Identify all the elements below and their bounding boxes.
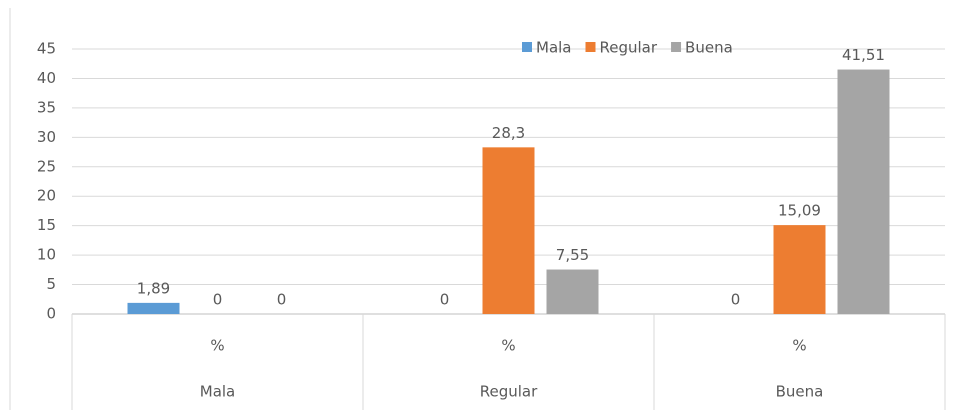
x-tick-label: Regular — [480, 383, 538, 401]
bar — [482, 147, 535, 314]
data-label: 1,89 — [137, 279, 170, 297]
data-label: 0 — [213, 291, 223, 309]
data-label: 0 — [277, 291, 287, 309]
legend-swatch — [585, 42, 596, 52]
legend-label: Buena — [685, 39, 733, 57]
data-label: 15,09 — [778, 202, 821, 220]
y-tick-label: 20 — [37, 187, 56, 205]
x-subcategory-label: % — [501, 337, 515, 355]
x-subcategory-label: % — [792, 337, 806, 355]
y-tick-label: 35 — [37, 98, 56, 116]
legend-label: Mala — [536, 39, 572, 57]
x-subcategory-label: % — [210, 337, 224, 355]
x-tick-label: Mala — [200, 383, 236, 401]
y-tick-label: 10 — [37, 246, 56, 264]
legend-label: Regular — [600, 39, 658, 57]
y-tick-label: 25 — [37, 157, 56, 175]
y-tick-label: 30 — [37, 128, 56, 146]
y-tick-label: 0 — [46, 305, 56, 323]
data-label: 0 — [440, 291, 450, 309]
legend-swatch — [671, 42, 682, 52]
bar — [837, 69, 890, 315]
data-label: 41,51 — [842, 46, 885, 64]
legend-swatch — [522, 42, 532, 52]
y-tick-label: 15 — [37, 216, 56, 234]
data-label: 7,55 — [556, 246, 589, 264]
y-tick-label: 45 — [37, 40, 56, 58]
y-tick-label: 5 — [46, 275, 56, 293]
data-label: 0 — [731, 291, 741, 309]
bar — [127, 302, 180, 314]
bar — [546, 269, 599, 314]
bar — [773, 225, 826, 314]
x-tick-label: Buena — [776, 383, 824, 401]
data-label: 28,3 — [492, 124, 525, 142]
y-tick-label: 40 — [37, 69, 56, 87]
